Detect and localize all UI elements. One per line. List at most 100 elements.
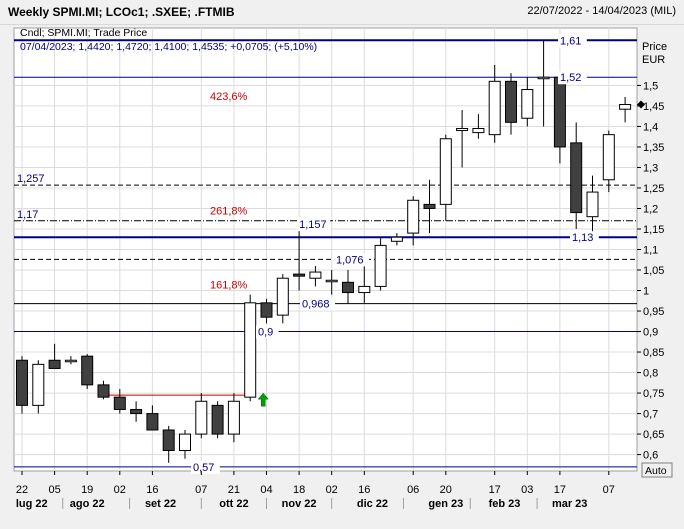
- y-tick-label: 1,25: [643, 183, 664, 195]
- candle-body: [488, 80, 501, 136]
- chart-title: Weekly SPMI.MI; LCOc1; .SXEE; .FTMIB: [8, 5, 235, 19]
- candle-body: [162, 429, 175, 451]
- line-label: 0,968: [302, 299, 330, 311]
- line-label: 0,9: [258, 327, 273, 339]
- candle-body: [521, 89, 534, 119]
- line-label: 1,257: [17, 173, 45, 185]
- x-day-label: 17: [489, 484, 501, 496]
- x-month-label: lug 22: [16, 498, 48, 510]
- candle-body: [358, 285, 371, 294]
- x-month-label: set 22: [145, 498, 176, 510]
- candle-body: [407, 199, 420, 234]
- horizontal-lines: [14, 39, 637, 468]
- candle-body: [570, 142, 583, 214]
- y-tick-label: 1,4: [643, 121, 658, 133]
- fib-label: 423,6%: [210, 91, 248, 103]
- x-day-label: 16: [146, 484, 158, 496]
- x-day-label: 02: [114, 484, 126, 496]
- title-bar: Weekly SPMI.MI; LCOc1; .SXEE; .FTMIB 22/…: [0, 0, 684, 25]
- candle-body: [227, 400, 240, 435]
- y-tick-label: 1,2: [643, 203, 658, 215]
- line-label-bg: [191, 460, 220, 474]
- y-tick-label: 1,1: [643, 245, 658, 257]
- line-label-bg: [256, 325, 279, 339]
- line-label: 1,076: [336, 254, 364, 266]
- candle-body: [113, 396, 126, 410]
- y-tick-label: 0,9: [643, 327, 658, 339]
- last-price-marker: [637, 100, 645, 109]
- y-tick-label: 0,75: [643, 388, 664, 400]
- axis-unit-price: Price: [642, 41, 667, 53]
- x-day-label: 22: [16, 484, 28, 496]
- x-day-label: 18: [293, 484, 305, 496]
- x-day-label: 16: [358, 484, 370, 496]
- candle-body: [423, 203, 436, 209]
- y-tick-label: 1,15: [643, 224, 664, 236]
- candle-body: [309, 271, 322, 279]
- candle-body: [64, 359, 77, 363]
- line-label: 1,17: [17, 209, 38, 221]
- line-label-bg: [570, 231, 599, 245]
- line-label: 1,52: [560, 72, 581, 84]
- candle-body: [244, 302, 257, 398]
- y-tick-label: 0,8: [643, 368, 658, 380]
- x-day-label: 05: [48, 484, 60, 496]
- candle-body: [97, 384, 110, 398]
- candle-body: [195, 400, 208, 435]
- candle-body: [325, 279, 338, 283]
- y-tick-label: 1,45: [643, 101, 664, 113]
- candle-body: [586, 191, 599, 218]
- candle-body: [32, 363, 45, 406]
- y-tick-label: 1,05: [643, 265, 664, 277]
- date-range: 22/07/2022 - 14/04/2023 (MIL): [527, 5, 676, 17]
- y-tick-label: 1: [643, 286, 649, 298]
- x-day-label: 04: [260, 484, 272, 496]
- candle-body: [130, 408, 143, 415]
- x-day-label: 20: [440, 484, 452, 496]
- y-axis[interactable]: 0,6 0,65 0,7 0,75 0,8 0,85 0,9 0,95 1 1,05 1,1 1,15…: [637, 80, 664, 462]
- auto-scale-button[interactable]: Auto: [641, 462, 673, 478]
- y-tick-label: 0,95: [643, 306, 664, 318]
- candle-body: [276, 277, 289, 316]
- candle-body: [456, 127, 469, 132]
- fib-label: 161,8%: [210, 280, 248, 292]
- line-label-bg: [334, 253, 369, 267]
- y-tick-label: 1,5: [643, 80, 658, 92]
- candle-body: [81, 355, 94, 386]
- candle-body: [439, 138, 452, 205]
- candle-body: [553, 76, 566, 148]
- line-label-bg: [558, 71, 587, 85]
- x-day-label: 17: [554, 484, 566, 496]
- axis-unit-currency: EUR: [642, 54, 665, 66]
- candle-body: [16, 359, 28, 406]
- candle-body: [537, 76, 550, 80]
- line-label-bg: [558, 34, 587, 48]
- candle-body: [211, 404, 224, 435]
- y-tick-label: 0,7: [643, 409, 658, 421]
- x-month-label: feb 23: [489, 498, 521, 510]
- candle-body: [48, 359, 61, 369]
- legend-line-1: Cndl; SPMI.MI; Trade Price: [20, 27, 147, 39]
- y-tick-label: 0,6: [643, 450, 658, 462]
- candle-body: [505, 80, 517, 123]
- x-day-label: 06: [407, 484, 419, 496]
- x-axis[interactable]: 22 05 19 02 16 07 21 04 18 02 16 06 20 17 03 17 07 lug 22…: [16, 471, 615, 510]
- x-month-label: ago 22: [70, 498, 105, 510]
- x-day-label: 03: [521, 484, 533, 496]
- y-tick-label: 0,65: [643, 429, 664, 441]
- candle-body: [472, 127, 485, 134]
- candle-body: [374, 244, 387, 287]
- auto-scale-label: Auto: [645, 465, 667, 477]
- x-day-label: 21: [228, 484, 240, 496]
- x-month-label: gen 23: [428, 498, 463, 510]
- candle-body: [602, 134, 615, 181]
- line-label-bg: [300, 297, 335, 311]
- candle-body: [293, 273, 306, 277]
- y-tick-label: 0,85: [643, 347, 664, 359]
- x-day-label: 07: [195, 484, 207, 496]
- candles: [16, 40, 632, 463]
- buy-arrow-icon: [257, 392, 269, 407]
- x-day-label: 02: [326, 484, 338, 496]
